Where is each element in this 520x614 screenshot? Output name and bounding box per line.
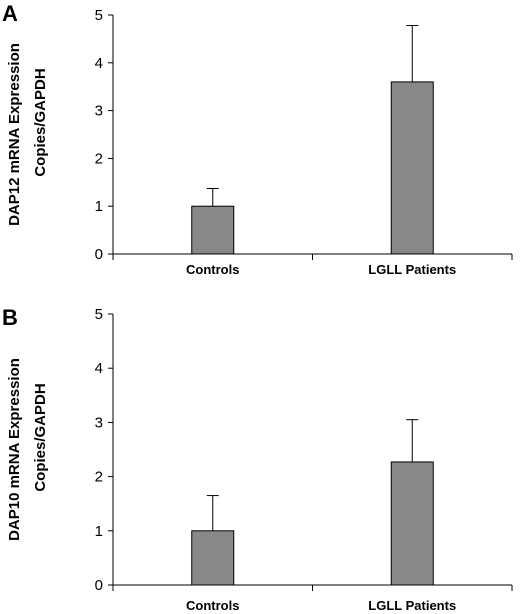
y-tick-label: 4: [95, 55, 103, 72]
y-tick-label: 3: [95, 414, 103, 431]
y-tick-label: 4: [95, 360, 103, 377]
category-label: Controls: [186, 262, 239, 277]
y-axis-label-units: Copies/GAPDH: [32, 68, 49, 176]
category-label: LGLL Patients: [368, 598, 456, 613]
y-axis-label: DAP10 mRNA Expression: [6, 358, 23, 541]
y-tick-label: 2: [95, 469, 103, 486]
y-tick-label: 5: [95, 306, 103, 323]
bar-controls: [191, 530, 235, 586]
y-tick-label: 0: [95, 246, 103, 263]
y-axis-label-units: Copies/GAPDH: [32, 383, 49, 491]
panel-letter: A: [2, 1, 18, 26]
bar-lgll-patients: [390, 81, 434, 255]
y-tick-label: 1: [95, 198, 103, 215]
bar-controls: [191, 205, 235, 255]
panel-letter: B: [2, 305, 18, 330]
bar-lgll-patients: [390, 461, 434, 586]
y-tick-label: 0: [95, 577, 103, 594]
category-label: LGLL Patients: [368, 262, 456, 277]
y-tick-label: 5: [95, 7, 103, 24]
panel-b: B DAP10 mRNA Expression Copies/GAPDH 0 1 2 3 4 5…: [2, 305, 513, 613]
y-tick-label: 3: [95, 103, 103, 120]
y-tick-label: 2: [95, 150, 103, 167]
panel-a: A DAP12 mRNA Expression Copies/GAPDH 0 1 2 3 4 5…: [2, 1, 513, 277]
y-tick-label: 1: [95, 523, 103, 540]
category-label: Controls: [186, 598, 239, 613]
y-axis-label: DAP12 mRNA Expression: [6, 43, 23, 226]
